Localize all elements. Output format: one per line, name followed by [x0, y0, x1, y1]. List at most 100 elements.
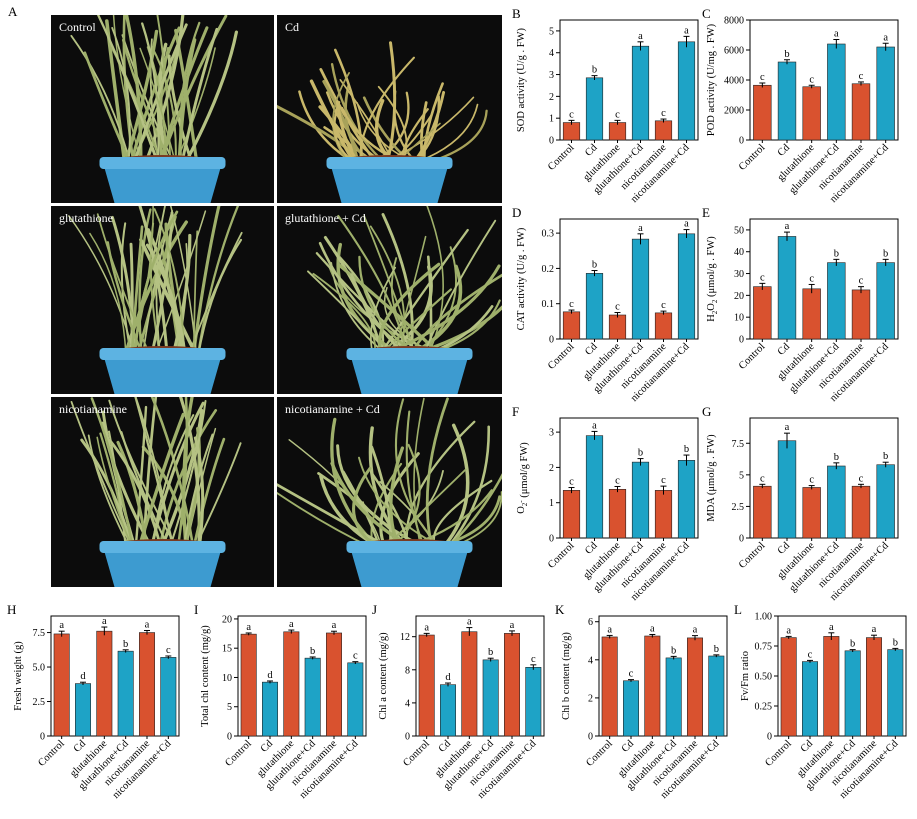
- bar: [562, 122, 581, 141]
- y-tick-label: 12: [400, 632, 410, 643]
- significance-letter: a: [684, 25, 689, 36]
- x-tick-label: Cd: [583, 540, 600, 557]
- y-axis-label: H2O2 (μmol/g . FW): [706, 236, 719, 322]
- significance-letter: a: [607, 624, 612, 635]
- photo-nicotianamine: nicotianamine: [51, 397, 274, 587]
- plant-leaves: [307, 206, 502, 358]
- photo-cd: Cd: [277, 15, 502, 203]
- bar: [851, 485, 871, 539]
- panel-letter: F: [512, 404, 519, 419]
- photo-glutathione: glutathione: [51, 206, 274, 394]
- bar: [665, 657, 682, 737]
- bar: [876, 46, 895, 141]
- leaf-blade: [392, 235, 427, 357]
- significance-letter: a: [145, 619, 150, 630]
- leaf-blade: [141, 22, 160, 167]
- leaf-blade: [90, 397, 135, 551]
- leaf-blade: [116, 440, 149, 551]
- plot-frame: [749, 218, 899, 340]
- significance-letter: a: [829, 622, 834, 633]
- leaf-blade: [128, 26, 181, 167]
- leaf-blade: [192, 437, 226, 551]
- significance-letter: c: [615, 475, 620, 486]
- leaf-blade: [108, 399, 179, 550]
- y-tick-label: 4: [588, 655, 593, 666]
- chart-k: K 0 2 4 6 Chl b content (mg/g) a Control c Cd a glu…: [553, 602, 735, 814]
- significance-letter: c: [808, 649, 813, 660]
- leaf-blade: [288, 439, 383, 550]
- photo-label: glutathione: [59, 211, 113, 225]
- significance-letter: c: [615, 109, 620, 120]
- y-tick-label: 1: [549, 114, 554, 125]
- leaf-blade: [130, 225, 144, 358]
- significance-letter: c: [760, 272, 765, 283]
- photo-glutathione-cd: glutathione + Cd: [277, 206, 502, 394]
- significance-letter: c: [569, 477, 574, 488]
- bar: [96, 630, 113, 737]
- y-axis-label-part: O: [706, 303, 717, 311]
- plant-drawing: [70, 15, 238, 203]
- leaf-blade: [405, 410, 427, 551]
- leaf-blade: [155, 206, 166, 357]
- significance-letter: a: [650, 623, 655, 634]
- panel-letter-a: A: [8, 4, 18, 19]
- significance-letter: c: [661, 300, 666, 311]
- bar: [482, 659, 499, 737]
- leaf-blade: [192, 230, 199, 357]
- y-axis-label: POD activity (U/mg . FW): [706, 23, 717, 136]
- x-tick-label: Control: [584, 738, 615, 769]
- y-tick-label: 10: [734, 313, 744, 324]
- bar: [631, 238, 650, 340]
- x-tick-label: Control: [546, 540, 577, 571]
- significance-letter: c: [809, 273, 814, 284]
- bar: [802, 661, 818, 737]
- leaf-blade: [70, 34, 132, 166]
- bar: [53, 633, 70, 737]
- bar: [654, 312, 673, 340]
- significance-letter: b: [883, 451, 888, 462]
- leaf-blade: [182, 433, 214, 550]
- y-tick-label: 4000: [724, 76, 744, 87]
- y-tick-label: 6000: [724, 46, 744, 57]
- significance-letter: c: [661, 475, 666, 486]
- bar: [687, 637, 703, 737]
- bar: [866, 637, 882, 737]
- leaf-blade: [145, 243, 187, 358]
- plant-drawing: [307, 206, 502, 394]
- significance-letter: c: [760, 72, 765, 83]
- bar: [326, 632, 342, 737]
- bar: [802, 86, 821, 141]
- pot-body: [102, 161, 223, 203]
- plant-drawing: [70, 397, 242, 587]
- bar: [677, 460, 696, 539]
- panel-letter: H: [7, 602, 16, 617]
- plot-frame: [598, 615, 728, 737]
- x-tick-label: Control: [36, 738, 67, 769]
- significance-letter: c: [859, 71, 864, 82]
- y-axis-label-part: 2: [711, 310, 719, 314]
- photo-label: glutathione + Cd: [285, 211, 366, 225]
- plot-frame: [749, 19, 899, 141]
- significance-letter: b: [671, 645, 676, 656]
- y-tick-label: 8: [405, 665, 410, 676]
- x-tick-label: Control: [737, 540, 768, 571]
- y-tick-label: 4: [549, 48, 554, 59]
- leaf-blade: [139, 238, 199, 358]
- significance-letter: a: [102, 616, 107, 627]
- pot-rim: [346, 348, 473, 360]
- bar: [802, 288, 821, 340]
- bar: [585, 273, 604, 340]
- leaf-blade: [445, 425, 491, 551]
- significance-letter: b: [714, 644, 719, 655]
- y-tick-label: 10: [222, 673, 232, 684]
- plant-leaves: [277, 41, 488, 167]
- photo-label: nicotianamine: [59, 402, 127, 416]
- y-tick-label: 5: [739, 470, 744, 481]
- significance-letter: b: [310, 646, 315, 657]
- bar: [608, 122, 627, 141]
- bar: [777, 236, 797, 340]
- significance-letter: b: [834, 248, 839, 259]
- x-tick-label: Cd: [72, 738, 89, 755]
- bar: [876, 262, 895, 340]
